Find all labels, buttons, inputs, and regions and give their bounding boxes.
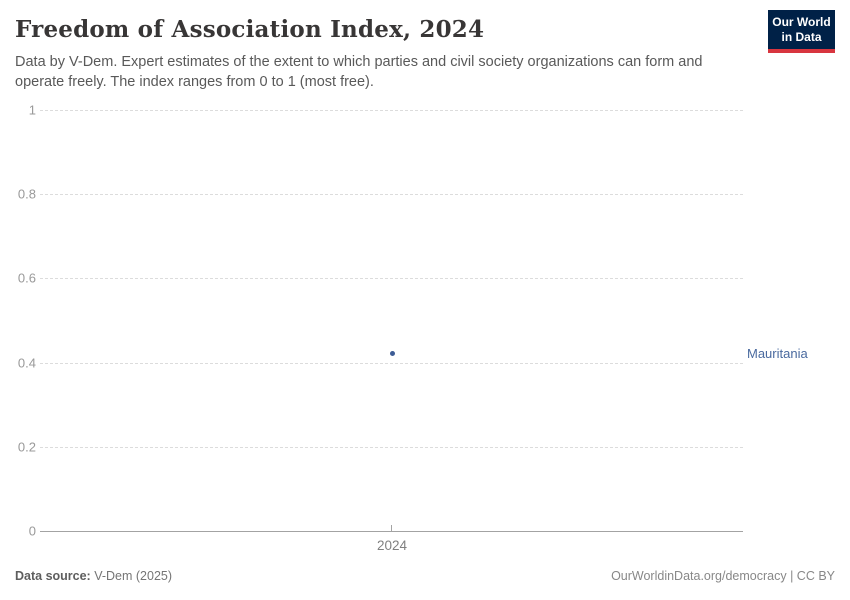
credit-link[interactable]: OurWorldinData.org/democracy | CC BY xyxy=(611,569,835,583)
gridline xyxy=(40,110,743,111)
owid-logo-line1: Our World xyxy=(772,14,831,29)
gridline xyxy=(40,447,743,448)
chart-title: Freedom of Association Index, 2024 xyxy=(15,16,485,43)
gridline xyxy=(40,278,743,279)
y-tick-label: 0.6 xyxy=(17,270,36,286)
data-source-note: Data source: V-Dem (2025) xyxy=(15,569,172,583)
gridline xyxy=(40,194,743,195)
gridline xyxy=(40,363,743,364)
data-source-label: Data source: xyxy=(15,569,91,583)
x-tick-label: 2024 xyxy=(376,538,408,553)
data-point-mauritania[interactable] xyxy=(390,351,395,356)
data-source-value: V-Dem (2025) xyxy=(90,569,173,583)
chart-subtitle: Data by V-Dem. Expert estimates of the e… xyxy=(15,54,703,90)
y-tick-label: 1 xyxy=(28,102,36,118)
x-axis-line xyxy=(40,531,743,532)
owid-logo[interactable]: Our World in Data xyxy=(768,10,835,53)
y-tick-label: 0.8 xyxy=(17,186,36,202)
x-tick-mark xyxy=(391,525,392,531)
y-tick-label: 0.4 xyxy=(17,355,36,371)
y-tick-label: 0 xyxy=(28,523,36,539)
y-tick-label: 0.2 xyxy=(17,439,36,455)
entity-label-mauritania[interactable]: Mauritania xyxy=(747,346,808,361)
owid-logo-line2: in Data xyxy=(781,29,822,44)
